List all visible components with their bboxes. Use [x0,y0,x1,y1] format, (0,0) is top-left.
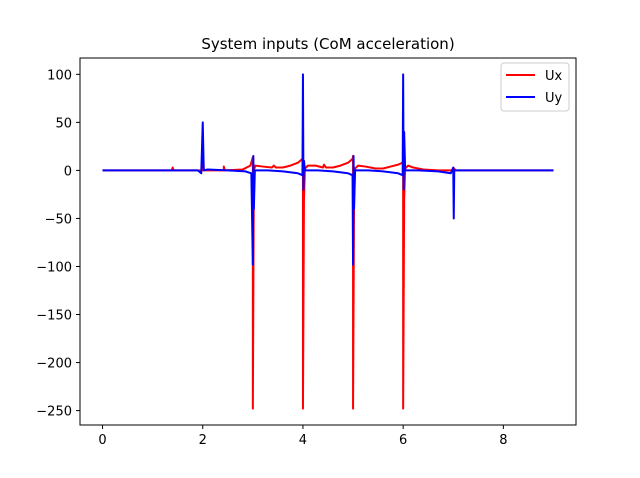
legend-label-uy: Uy [545,91,563,106]
y-axis: 100 50 0 −50 −100 −150 −200 −250 [36,68,80,420]
plot-frame [79,57,577,426]
series-line-ux [102,150,554,410]
series-line-uy [102,73,554,266]
legend: Ux Uy [500,62,570,112]
y-tick-label: −100 [36,260,72,275]
series-layer [102,73,554,410]
x-tick-label: 8 [499,433,507,448]
x-tick-label: 0 [98,433,106,448]
x-tick-label: 4 [299,433,307,448]
y-tick-label: −150 [36,309,72,324]
legend-label-ux: Ux [545,69,563,84]
chart-title: System inputs (CoM acceleration) [201,35,454,53]
plot-area: 0 2 4 6 8 100 50 0 −50 −100 −150 −200 −250 [36,57,577,448]
y-tick-label: 100 [47,68,72,83]
y-tick-label: −200 [36,357,72,372]
x-tick-label: 6 [399,433,407,448]
y-tick-label: 0 [64,164,72,179]
x-axis: 0 2 4 6 8 [98,425,507,448]
y-tick-label: −250 [36,405,72,420]
x-tick-label: 2 [199,433,207,448]
y-tick-label: −50 [45,212,72,227]
y-tick-label: 50 [55,116,72,131]
